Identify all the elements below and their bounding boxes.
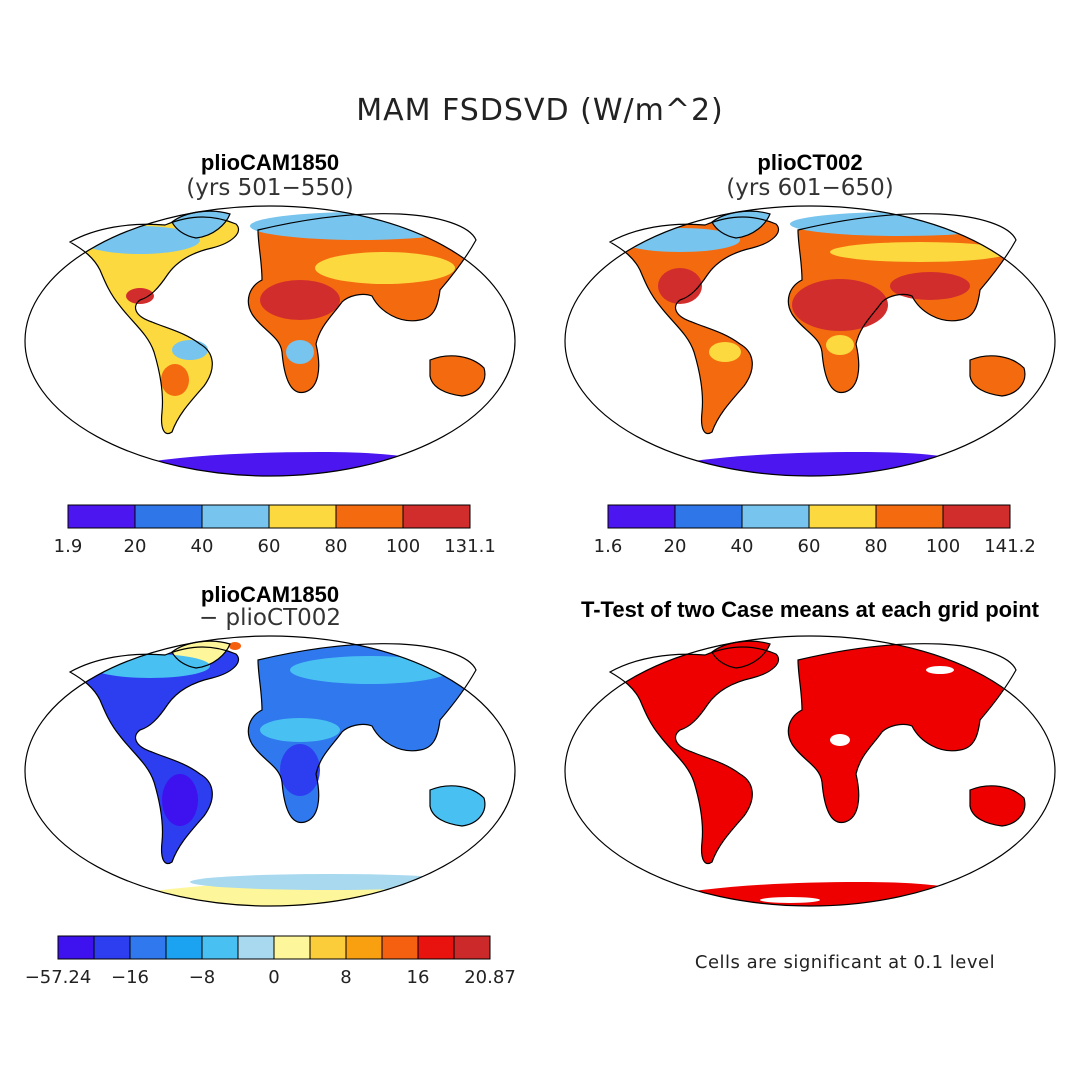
panel-tr-map — [564, 205, 1056, 477]
colorbar-swatch — [875, 504, 944, 529]
colorbar-tick-label: 131.1 — [444, 536, 496, 557]
colorbar-swatch — [165, 935, 203, 960]
colorbar-tick-label: 20 — [124, 536, 147, 557]
colorbar-swatch — [309, 935, 347, 960]
colorbar-swatch — [453, 935, 491, 960]
colorbar-swatch — [381, 935, 419, 960]
panel-bl-title: plioCAM1850 — [200, 582, 340, 607]
colorbar-swatch — [57, 935, 95, 960]
colorbar-swatch — [417, 935, 455, 960]
panel-tl-subtitle: (yrs 501−550) — [186, 175, 354, 201]
colorbar-tick-label: 40 — [731, 536, 754, 557]
colorbar-swatch — [345, 935, 383, 960]
colorbar-swatch — [335, 504, 404, 529]
colorbar-swatch — [942, 504, 1011, 529]
map-land-tl — [70, 211, 485, 476]
colorbar-tick-label: 0 — [268, 967, 279, 988]
colorbar-tick-label: 80 — [325, 536, 348, 557]
colorbar-tick-label: 16 — [407, 967, 430, 988]
panel-tl-title: plioCAM1850 — [200, 150, 340, 175]
panel-br-title: T-Test of two Case means at each grid po… — [580, 597, 1039, 622]
colorbar-swatch — [674, 504, 743, 529]
colorbar-swatch — [741, 504, 810, 529]
colorbar-cb-tr: 1.6 20 40 60 80 100 141.2 — [594, 504, 1036, 557]
colorbar-tick-label: −16 — [111, 967, 149, 988]
colorbar-swatch — [237, 935, 275, 960]
map-land-bl — [70, 641, 485, 906]
colorbar-swatch — [134, 504, 203, 529]
significance-note: Cells are significant at 0.1 level — [694, 952, 996, 973]
colorbar-swatch — [129, 935, 167, 960]
colorbar-cb-tl: 1.9 20 40 60 80 100 131.1 — [54, 504, 496, 557]
panel-tl-map — [24, 205, 516, 477]
colorbar-tick-label: 20.87 — [464, 967, 516, 988]
panel-br-map — [564, 635, 1056, 907]
colorbar-tick-label: 1.6 — [594, 536, 623, 557]
colorbar-tick-label: 20 — [664, 536, 687, 557]
colorbar-tick-label: −57.24 — [25, 967, 92, 988]
colorbar-swatch — [607, 504, 676, 529]
colorbar-swatch — [808, 504, 877, 529]
panel-bl-subtitle: − plioCT002 — [198, 605, 342, 631]
colorbar-tick-label: 40 — [191, 536, 214, 557]
colorbar-swatch — [402, 504, 471, 529]
colorbar-tick-label: 100 — [386, 536, 420, 557]
colorbar-tick-label: −8 — [189, 967, 216, 988]
colorbar-swatch — [201, 935, 239, 960]
colorbar-tick-label: 1.9 — [54, 536, 83, 557]
colorbar-swatch — [93, 935, 131, 960]
colorbar-swatch — [201, 504, 270, 529]
panel-tr-title: plioCT002 — [757, 150, 863, 175]
colorbar-swatch — [273, 935, 311, 960]
colorbar-swatch — [268, 504, 337, 529]
colorbar-tick-label: 60 — [258, 536, 281, 557]
map-land-br — [610, 641, 1025, 906]
colorbar-swatch — [67, 504, 136, 529]
map-land-tr — [610, 211, 1025, 476]
panel-bl-map — [24, 635, 516, 907]
colorbar-tick-label: 80 — [865, 536, 888, 557]
colorbar-tick-label: 100 — [926, 536, 960, 557]
colorbar-tick-label: 60 — [798, 536, 821, 557]
panel-tr-subtitle: (yrs 601−650) — [726, 175, 894, 201]
figure-title: MAM FSDSVD (W/m^2) — [356, 93, 724, 128]
colorbar-tick-label: 141.2 — [984, 536, 1036, 557]
colorbar-cb-bl: −57.24 −16 −8 0 8 16 20.87 — [25, 935, 516, 988]
colorbar-tick-label: 8 — [340, 967, 351, 988]
